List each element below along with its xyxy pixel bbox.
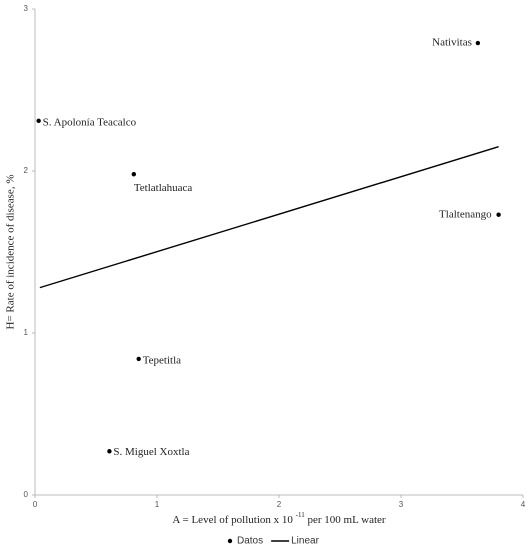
data-point	[36, 118, 41, 123]
data-point	[136, 356, 141, 362]
y-tick-label: 2	[24, 166, 29, 175]
legend-label: Linear	[291, 536, 319, 547]
x-axis-title-suffix: per 100 mL water	[307, 514, 385, 526]
data-point	[131, 172, 137, 177]
data-point	[107, 449, 112, 454]
data-point	[496, 212, 501, 217]
point-label: S. Miguel Xoxtla	[113, 446, 189, 458]
point-label: Tepetitla	[143, 354, 181, 366]
trend-line	[39, 146, 499, 289]
point-label: S. Apolonía Teacalco	[43, 116, 137, 128]
x-axis-title-text: A = Level of pollution x 10	[172, 514, 293, 526]
point-label: Tetlatlahuaca	[134, 182, 193, 194]
x-axis-title-sup: -11	[296, 511, 306, 519]
x-tick-label: 3	[399, 500, 404, 509]
data-point	[475, 40, 481, 46]
y-tick-label: 1	[24, 328, 29, 337]
y-tick-label: 3	[24, 4, 29, 13]
point-label: Tlaltenango	[439, 208, 492, 220]
y-tick-label: 0	[24, 490, 29, 499]
x-tick-label: 0	[33, 500, 38, 509]
x-tick-label: 2	[277, 500, 282, 509]
legend-marker	[227, 538, 233, 544]
x-tick-label: 4	[521, 500, 526, 509]
x-axis-title: A = Level of pollution x 10 -11 per 100 …	[172, 509, 385, 526]
point-label: Nativitas	[432, 37, 472, 49]
legend-label: Datos	[237, 536, 263, 547]
y-axis-title: H= Rate of incidence of disease, %	[5, 175, 17, 330]
x-tick-label: 1	[155, 500, 160, 509]
